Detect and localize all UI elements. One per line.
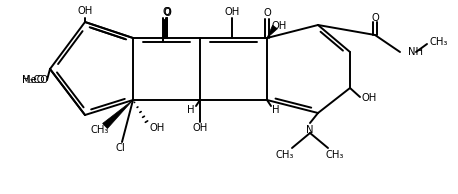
Text: OH: OH — [272, 21, 287, 31]
Text: N: N — [306, 125, 314, 135]
Text: O: O — [263, 8, 271, 18]
Text: O: O — [163, 8, 171, 18]
Text: O: O — [163, 7, 171, 17]
Text: OH: OH — [192, 123, 207, 133]
Text: O: O — [371, 13, 379, 23]
Text: CH₃: CH₃ — [430, 37, 448, 47]
Text: CH₃: CH₃ — [91, 125, 109, 135]
Text: OH: OH — [362, 93, 377, 103]
Text: NH: NH — [408, 47, 423, 57]
Text: Cl: Cl — [115, 143, 125, 153]
Text: OH: OH — [224, 7, 240, 17]
Polygon shape — [103, 100, 133, 129]
Text: O: O — [162, 7, 170, 17]
Text: H₃CO: H₃CO — [22, 75, 48, 85]
Text: MeO: MeO — [22, 75, 44, 85]
Text: H: H — [187, 105, 195, 115]
Text: CH₃: CH₃ — [276, 150, 294, 160]
Text: CH₃: CH₃ — [326, 150, 344, 160]
Polygon shape — [267, 25, 278, 38]
Text: OH: OH — [150, 123, 165, 133]
Text: H: H — [272, 105, 279, 115]
Text: OH: OH — [77, 6, 93, 16]
